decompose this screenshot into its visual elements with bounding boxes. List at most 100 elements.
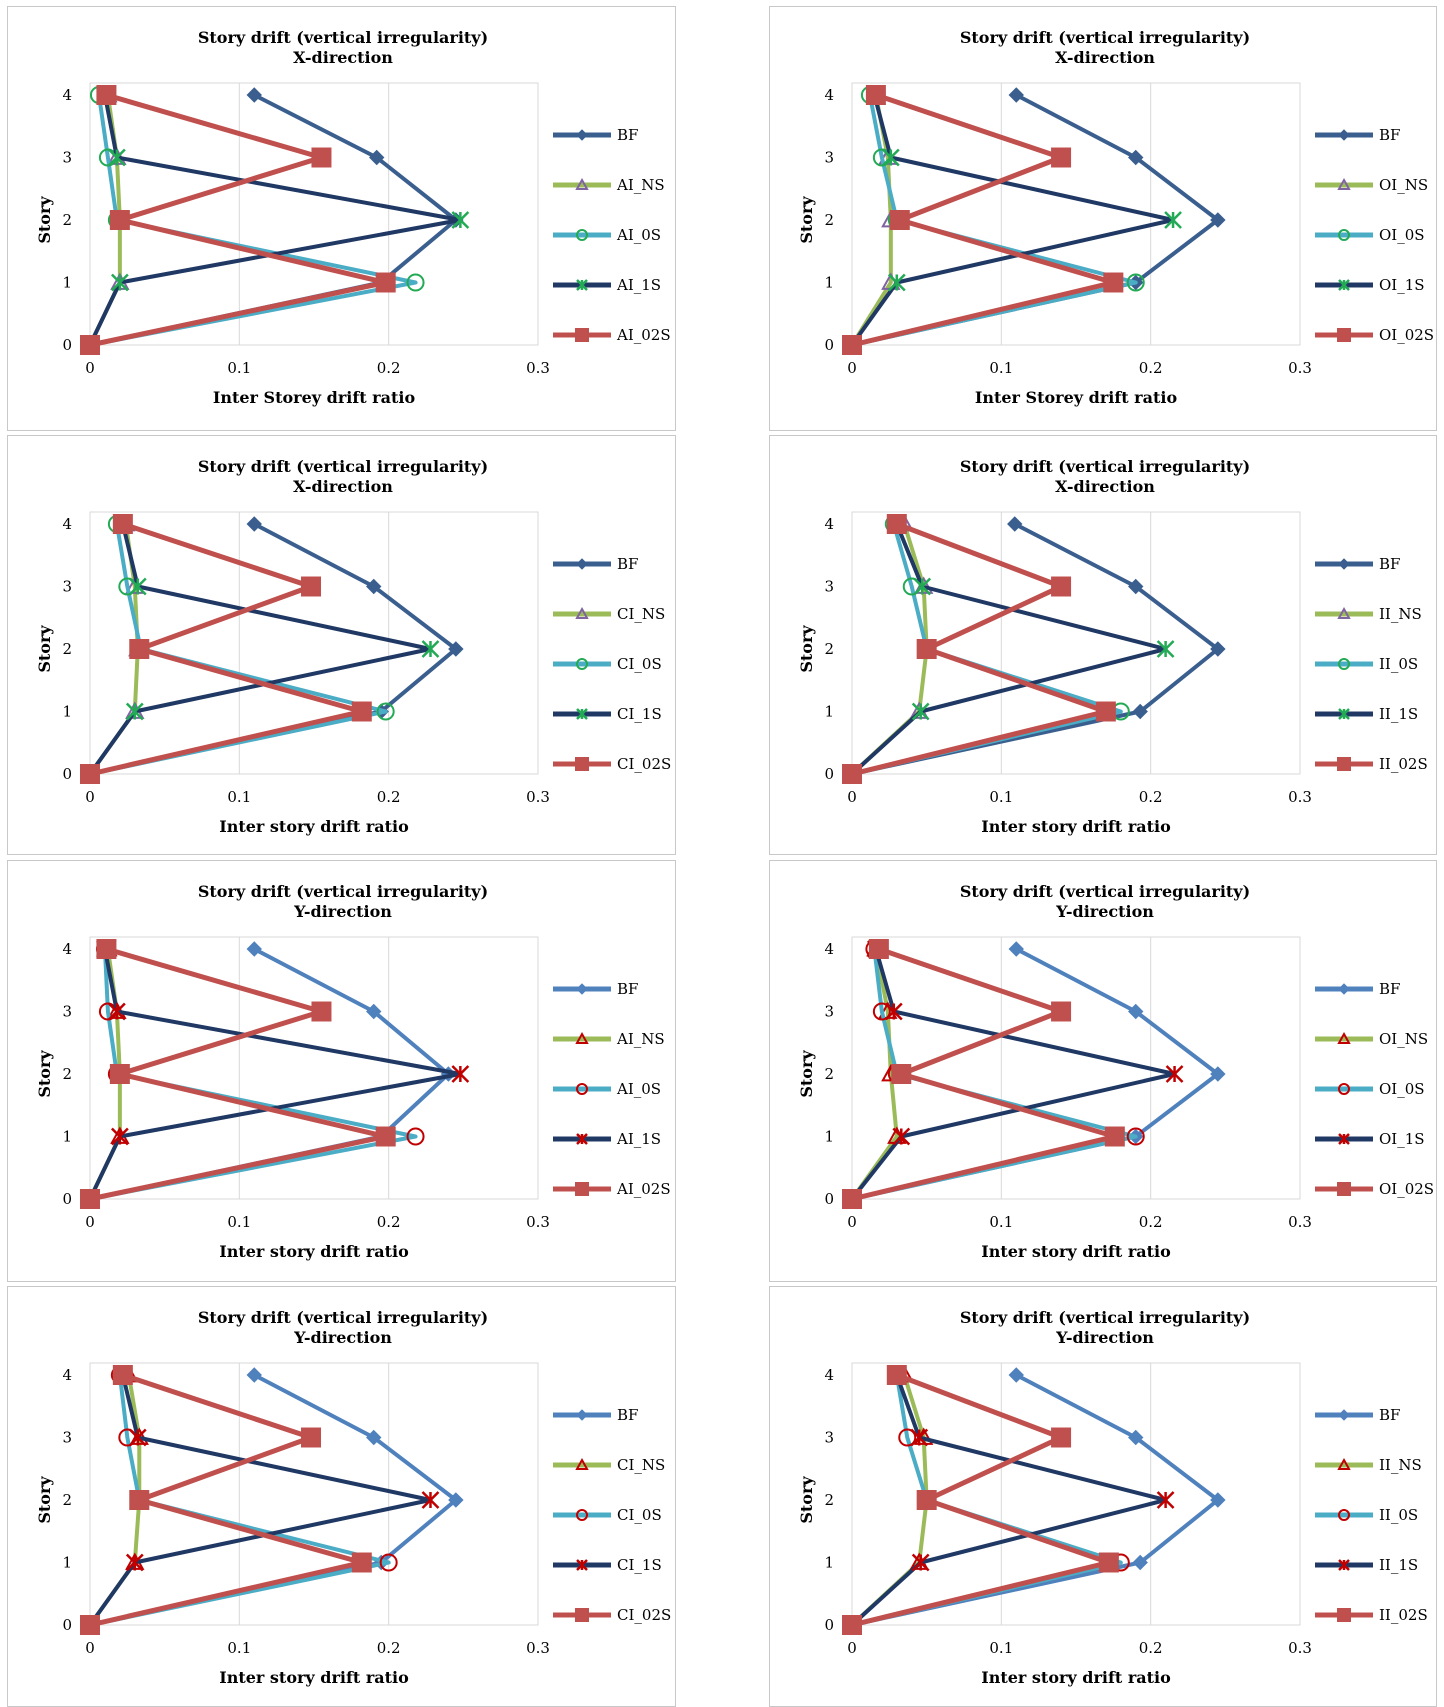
chart-title: Story drift (vertical irregularity) [960, 457, 1250, 476]
chart-svg: Story drift (vertical irregularity)Y-dir… [797, 1308, 1428, 1687]
x-axis-label: Inter story drift ratio [981, 817, 1171, 836]
legend-label: OI_02S [1379, 326, 1434, 344]
legend-marker [1337, 1457, 1351, 1470]
x-tick-label: 0.1 [227, 359, 251, 377]
legend-label: OI_02S [1379, 1180, 1434, 1198]
legend-marker [1338, 658, 1350, 670]
y-tick-label: 0 [824, 1616, 834, 1634]
legend-item: CI_0S [553, 1506, 662, 1524]
series-ii-1s [843, 1366, 1175, 1634]
data-point [1051, 576, 1072, 597]
legend-item: BF [1315, 555, 1400, 573]
chart-subtitle: X-direction [293, 477, 393, 496]
data-point [913, 577, 932, 596]
data-point [1051, 1001, 1072, 1022]
x-tick-label: 0.1 [227, 1639, 251, 1657]
x-tick-label: 0.3 [1288, 359, 1312, 377]
legend-item: II_NS [1315, 1456, 1422, 1474]
legend-marker [1337, 1608, 1351, 1622]
legend-label: II_0S [1379, 655, 1418, 673]
legend-marker [1337, 1031, 1351, 1044]
legend-item: BF [1315, 1406, 1400, 1424]
chart-title: Story drift (vertical irregularity) [198, 882, 488, 901]
series-ii-1s [843, 515, 1175, 783]
chart-svg: Story drift (vertical irregularity)X-dir… [797, 457, 1428, 836]
y-tick-label: 4 [824, 1366, 834, 1384]
data-point [351, 701, 372, 722]
x-tick-label: 0 [85, 788, 95, 806]
data-point [246, 87, 262, 103]
legend-item: CI_02S [553, 1606, 671, 1624]
chart-subtitle: X-direction [1055, 48, 1155, 67]
y-tick-label: 0 [824, 765, 834, 783]
data-point [1007, 516, 1023, 532]
legend-marker [576, 658, 588, 670]
chart-svg: Story drift (vertical irregularity)X-dir… [35, 28, 671, 407]
data-point [886, 1365, 907, 1385]
chart-title: Story drift (vertical irregularity) [960, 1308, 1250, 1327]
chart-title: Story drift (vertical irregularity) [198, 1308, 488, 1327]
legend-label: OI_NS [1379, 176, 1428, 194]
legend-item: II_NS [1315, 605, 1422, 623]
y-axis-label: Story [797, 625, 816, 673]
legend-marker [576, 558, 588, 570]
legend-label: II_NS [1379, 605, 1422, 623]
y-tick-label: 2 [824, 211, 834, 229]
data-point [1128, 1003, 1144, 1020]
data-point [451, 211, 470, 229]
data-point [112, 1365, 133, 1385]
x-tick-label: 0.1 [989, 1213, 1013, 1231]
y-tick-label: 2 [824, 1065, 834, 1083]
chart-panel-oi-y: Story drift (vertical irregularity) Y-dir… [769, 860, 1437, 1282]
legend-item: BF [553, 980, 638, 998]
legend-label: BF [617, 126, 638, 144]
y-tick-label: 4 [824, 515, 834, 533]
data-point [1128, 149, 1144, 166]
y-tick-label: 3 [62, 578, 72, 596]
data-point [351, 1552, 372, 1573]
data-point [1128, 578, 1144, 595]
y-tick-label: 4 [824, 940, 834, 958]
legend-label: BF [1379, 555, 1400, 573]
data-point [1128, 1429, 1144, 1446]
legend-marker [1337, 177, 1351, 190]
legend-item: BF [1315, 980, 1400, 998]
data-point [246, 941, 262, 957]
legend-item: AI_1S [553, 276, 661, 294]
y-tick-label: 1 [62, 703, 72, 721]
data-point [1051, 1427, 1072, 1448]
data-point [107, 148, 126, 167]
chart-title: Story drift (vertical irregularity) [198, 28, 488, 47]
legend-label: AI_02S [616, 326, 671, 344]
y-tick-label: 4 [824, 86, 834, 104]
y-tick-label: 0 [62, 1616, 72, 1634]
legend-marker [1338, 279, 1350, 291]
legend-marker [575, 757, 589, 771]
data-point [1103, 272, 1124, 293]
data-point [872, 1002, 891, 1021]
legend-item: AI_1S [553, 1130, 661, 1148]
y-tick-label: 3 [824, 1003, 834, 1021]
legend-item: II_0S [1315, 655, 1418, 673]
legend-label: II_NS [1379, 1456, 1422, 1474]
series-line [89, 94, 418, 347]
legend-item: OI_0S [1315, 226, 1425, 244]
x-axis-label: Inter Storey drift ratio [975, 388, 1178, 407]
x-tick-label: 0.2 [377, 359, 401, 377]
plot-area [89, 936, 539, 1200]
legend-label: BF [617, 555, 638, 573]
chart-subtitle: Y-direction [293, 1328, 392, 1347]
x-tick-label: 0.3 [1288, 788, 1312, 806]
chart-panel-ci-x: Story drift (vertical irregularity) X-dir… [7, 435, 676, 855]
legend-marker [576, 1133, 588, 1145]
legend-label: II_1S [1379, 705, 1418, 723]
data-point [902, 577, 921, 596]
legend-marker [1338, 983, 1350, 995]
legend-label: AI_0S [616, 226, 661, 244]
legend-label: AI_1S [616, 1130, 661, 1148]
x-axis-label: Inter story drift ratio [981, 1242, 1171, 1261]
chart-panel-ci-y: Story drift (vertical irregularity) Y-dir… [7, 1286, 676, 1707]
x-tick-label: 0.3 [526, 1639, 550, 1657]
data-point [80, 764, 100, 784]
y-tick-label: 2 [62, 1065, 72, 1083]
